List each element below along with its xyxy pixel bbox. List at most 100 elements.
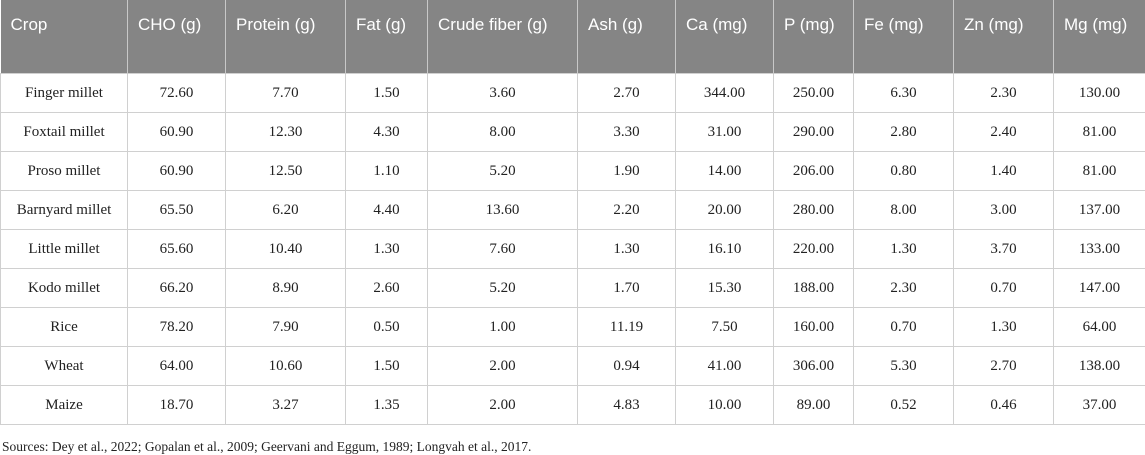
table-footnote: Sources: Dey et al., 2022; Gopalan et al… bbox=[2, 439, 532, 454]
column-header: Zn (mg) bbox=[953, 0, 1054, 74]
table-row: Barnyard millet 65.50 6.20 4.40 13.60 2.20 20.… bbox=[0, 190, 1145, 230]
table-cell: 280.00 bbox=[773, 190, 854, 230]
table-cell: 2.80 bbox=[853, 112, 954, 152]
table-cell: 220.00 bbox=[773, 229, 854, 269]
crop-name: Barnyard millet bbox=[0, 190, 128, 230]
table-cell: 8.90 bbox=[225, 268, 346, 308]
table-cell: 1.30 bbox=[345, 229, 428, 269]
table-cell: 7.70 bbox=[225, 73, 346, 113]
table-cell: 65.50 bbox=[127, 190, 226, 230]
table-cell: 0.46 bbox=[953, 385, 1054, 425]
crop-name: Rice bbox=[0, 307, 128, 347]
table-cell: 4.40 bbox=[345, 190, 428, 230]
table-cell: 1.30 bbox=[853, 229, 954, 269]
table-cell: 18.70 bbox=[127, 385, 226, 425]
table-cell: 41.00 bbox=[675, 346, 774, 386]
column-header: CHO (g) bbox=[127, 0, 226, 74]
column-header: Mg (mg) bbox=[1053, 0, 1145, 74]
table-cell: 3.30 bbox=[577, 112, 676, 152]
header-row: Crop CHO (g) Protein (g) Fat (g) Crude fiber… bbox=[0, 0, 1145, 74]
table-cell: 250.00 bbox=[773, 73, 854, 113]
table-cell: 7.50 bbox=[675, 307, 774, 347]
crop-name: Little millet bbox=[0, 229, 128, 269]
table-cell: 7.90 bbox=[225, 307, 346, 347]
table-cell: 2.30 bbox=[953, 73, 1054, 113]
table-cell: 1.50 bbox=[345, 73, 428, 113]
table-cell: 12.50 bbox=[225, 151, 346, 191]
table-cell: 37.00 bbox=[1053, 385, 1145, 425]
table-row: Maize 18.70 3.27 1.35 2.00 4.83 10.00 89.00 0.52… bbox=[0, 385, 1145, 425]
table-cell: 6.30 bbox=[853, 73, 954, 113]
table-cell: 16.10 bbox=[675, 229, 774, 269]
table-cell: 344.00 bbox=[675, 73, 774, 113]
table-cell: 290.00 bbox=[773, 112, 854, 152]
table-cell: 2.70 bbox=[953, 346, 1054, 386]
table-cell: 89.00 bbox=[773, 385, 854, 425]
table-cell: 206.00 bbox=[773, 151, 854, 191]
table-row: Finger millet 72.60 7.70 1.50 3.60 2.70 344.00… bbox=[0, 73, 1145, 113]
table-cell: 7.60 bbox=[427, 229, 578, 269]
table-cell: 133.00 bbox=[1053, 229, 1145, 269]
table-cell: 2.00 bbox=[427, 346, 578, 386]
table-cell: 3.27 bbox=[225, 385, 346, 425]
column-header: Ca (mg) bbox=[675, 0, 774, 74]
table-cell: 306.00 bbox=[773, 346, 854, 386]
table-body: Finger millet 72.60 7.70 1.50 3.60 2.70 344.00… bbox=[0, 73, 1145, 425]
table-cell: 60.90 bbox=[127, 151, 226, 191]
table-cell: 138.00 bbox=[1053, 346, 1145, 386]
table-cell: 12.30 bbox=[225, 112, 346, 152]
column-header: Protein (g) bbox=[225, 0, 346, 74]
table-row: Rice 78.20 7.90 0.50 1.00 11.19 7.50 160.00 0.70… bbox=[0, 307, 1145, 347]
column-header: P (mg) bbox=[773, 0, 854, 74]
table-cell: 78.20 bbox=[127, 307, 226, 347]
table-cell: 31.00 bbox=[675, 112, 774, 152]
table-cell: 10.00 bbox=[675, 385, 774, 425]
table-cell: 13.60 bbox=[427, 190, 578, 230]
table-cell: 1.35 bbox=[345, 385, 428, 425]
table-cell: 15.30 bbox=[675, 268, 774, 308]
table-cell: 66.20 bbox=[127, 268, 226, 308]
crop-name: Finger millet bbox=[0, 73, 128, 113]
table-row: Little millet 65.60 10.40 1.30 7.60 1.30 16.10… bbox=[0, 229, 1145, 269]
table-cell: 60.90 bbox=[127, 112, 226, 152]
table-cell: 188.00 bbox=[773, 268, 854, 308]
table-cell: 0.52 bbox=[853, 385, 954, 425]
table-cell: 64.00 bbox=[1053, 307, 1145, 347]
column-header: Fe (mg) bbox=[853, 0, 954, 74]
table-cell: 1.30 bbox=[577, 229, 676, 269]
table-cell: 2.70 bbox=[577, 73, 676, 113]
table-row: Proso millet 60.90 12.50 1.10 5.20 1.90 14.00 2… bbox=[0, 151, 1145, 191]
crop-name: Wheat bbox=[0, 346, 128, 386]
table-cell: 65.60 bbox=[127, 229, 226, 269]
table-cell: 81.00 bbox=[1053, 112, 1145, 152]
table-cell: 81.00 bbox=[1053, 151, 1145, 191]
table-cell: 1.50 bbox=[345, 346, 428, 386]
column-header: Fat (g) bbox=[345, 0, 428, 74]
table-cell: 8.00 bbox=[427, 112, 578, 152]
table-cell: 8.00 bbox=[853, 190, 954, 230]
table-cell: 64.00 bbox=[127, 346, 226, 386]
table-cell: 2.20 bbox=[577, 190, 676, 230]
nutrient-table: Crop CHO (g) Protein (g) Fat (g) Crude fiber… bbox=[0, 0, 1145, 425]
table-cell: 4.83 bbox=[577, 385, 676, 425]
table-cell: 2.00 bbox=[427, 385, 578, 425]
table-cell: 2.30 bbox=[853, 268, 954, 308]
table-cell: 3.60 bbox=[427, 73, 578, 113]
table-cell: 1.90 bbox=[577, 151, 676, 191]
table-cell: 20.00 bbox=[675, 190, 774, 230]
table-cell: 3.70 bbox=[953, 229, 1054, 269]
column-header: Ash (g) bbox=[577, 0, 676, 74]
table-cell: 5.30 bbox=[853, 346, 954, 386]
table-cell: 11.19 bbox=[577, 307, 676, 347]
table-row: Wheat 64.00 10.60 1.50 2.00 0.94 41.00 306.00 5.… bbox=[0, 346, 1145, 386]
table-cell: 0.70 bbox=[953, 268, 1054, 308]
table-cell: 10.40 bbox=[225, 229, 346, 269]
table-cell: 2.60 bbox=[345, 268, 428, 308]
column-header: Crop bbox=[0, 0, 128, 74]
table-cell: 1.70 bbox=[577, 268, 676, 308]
table-cell: 5.20 bbox=[427, 151, 578, 191]
table-cell: 14.00 bbox=[675, 151, 774, 191]
crop-name: Foxtail millet bbox=[0, 112, 128, 152]
table-cell: 0.50 bbox=[345, 307, 428, 347]
crop-name: Proso millet bbox=[0, 151, 128, 191]
